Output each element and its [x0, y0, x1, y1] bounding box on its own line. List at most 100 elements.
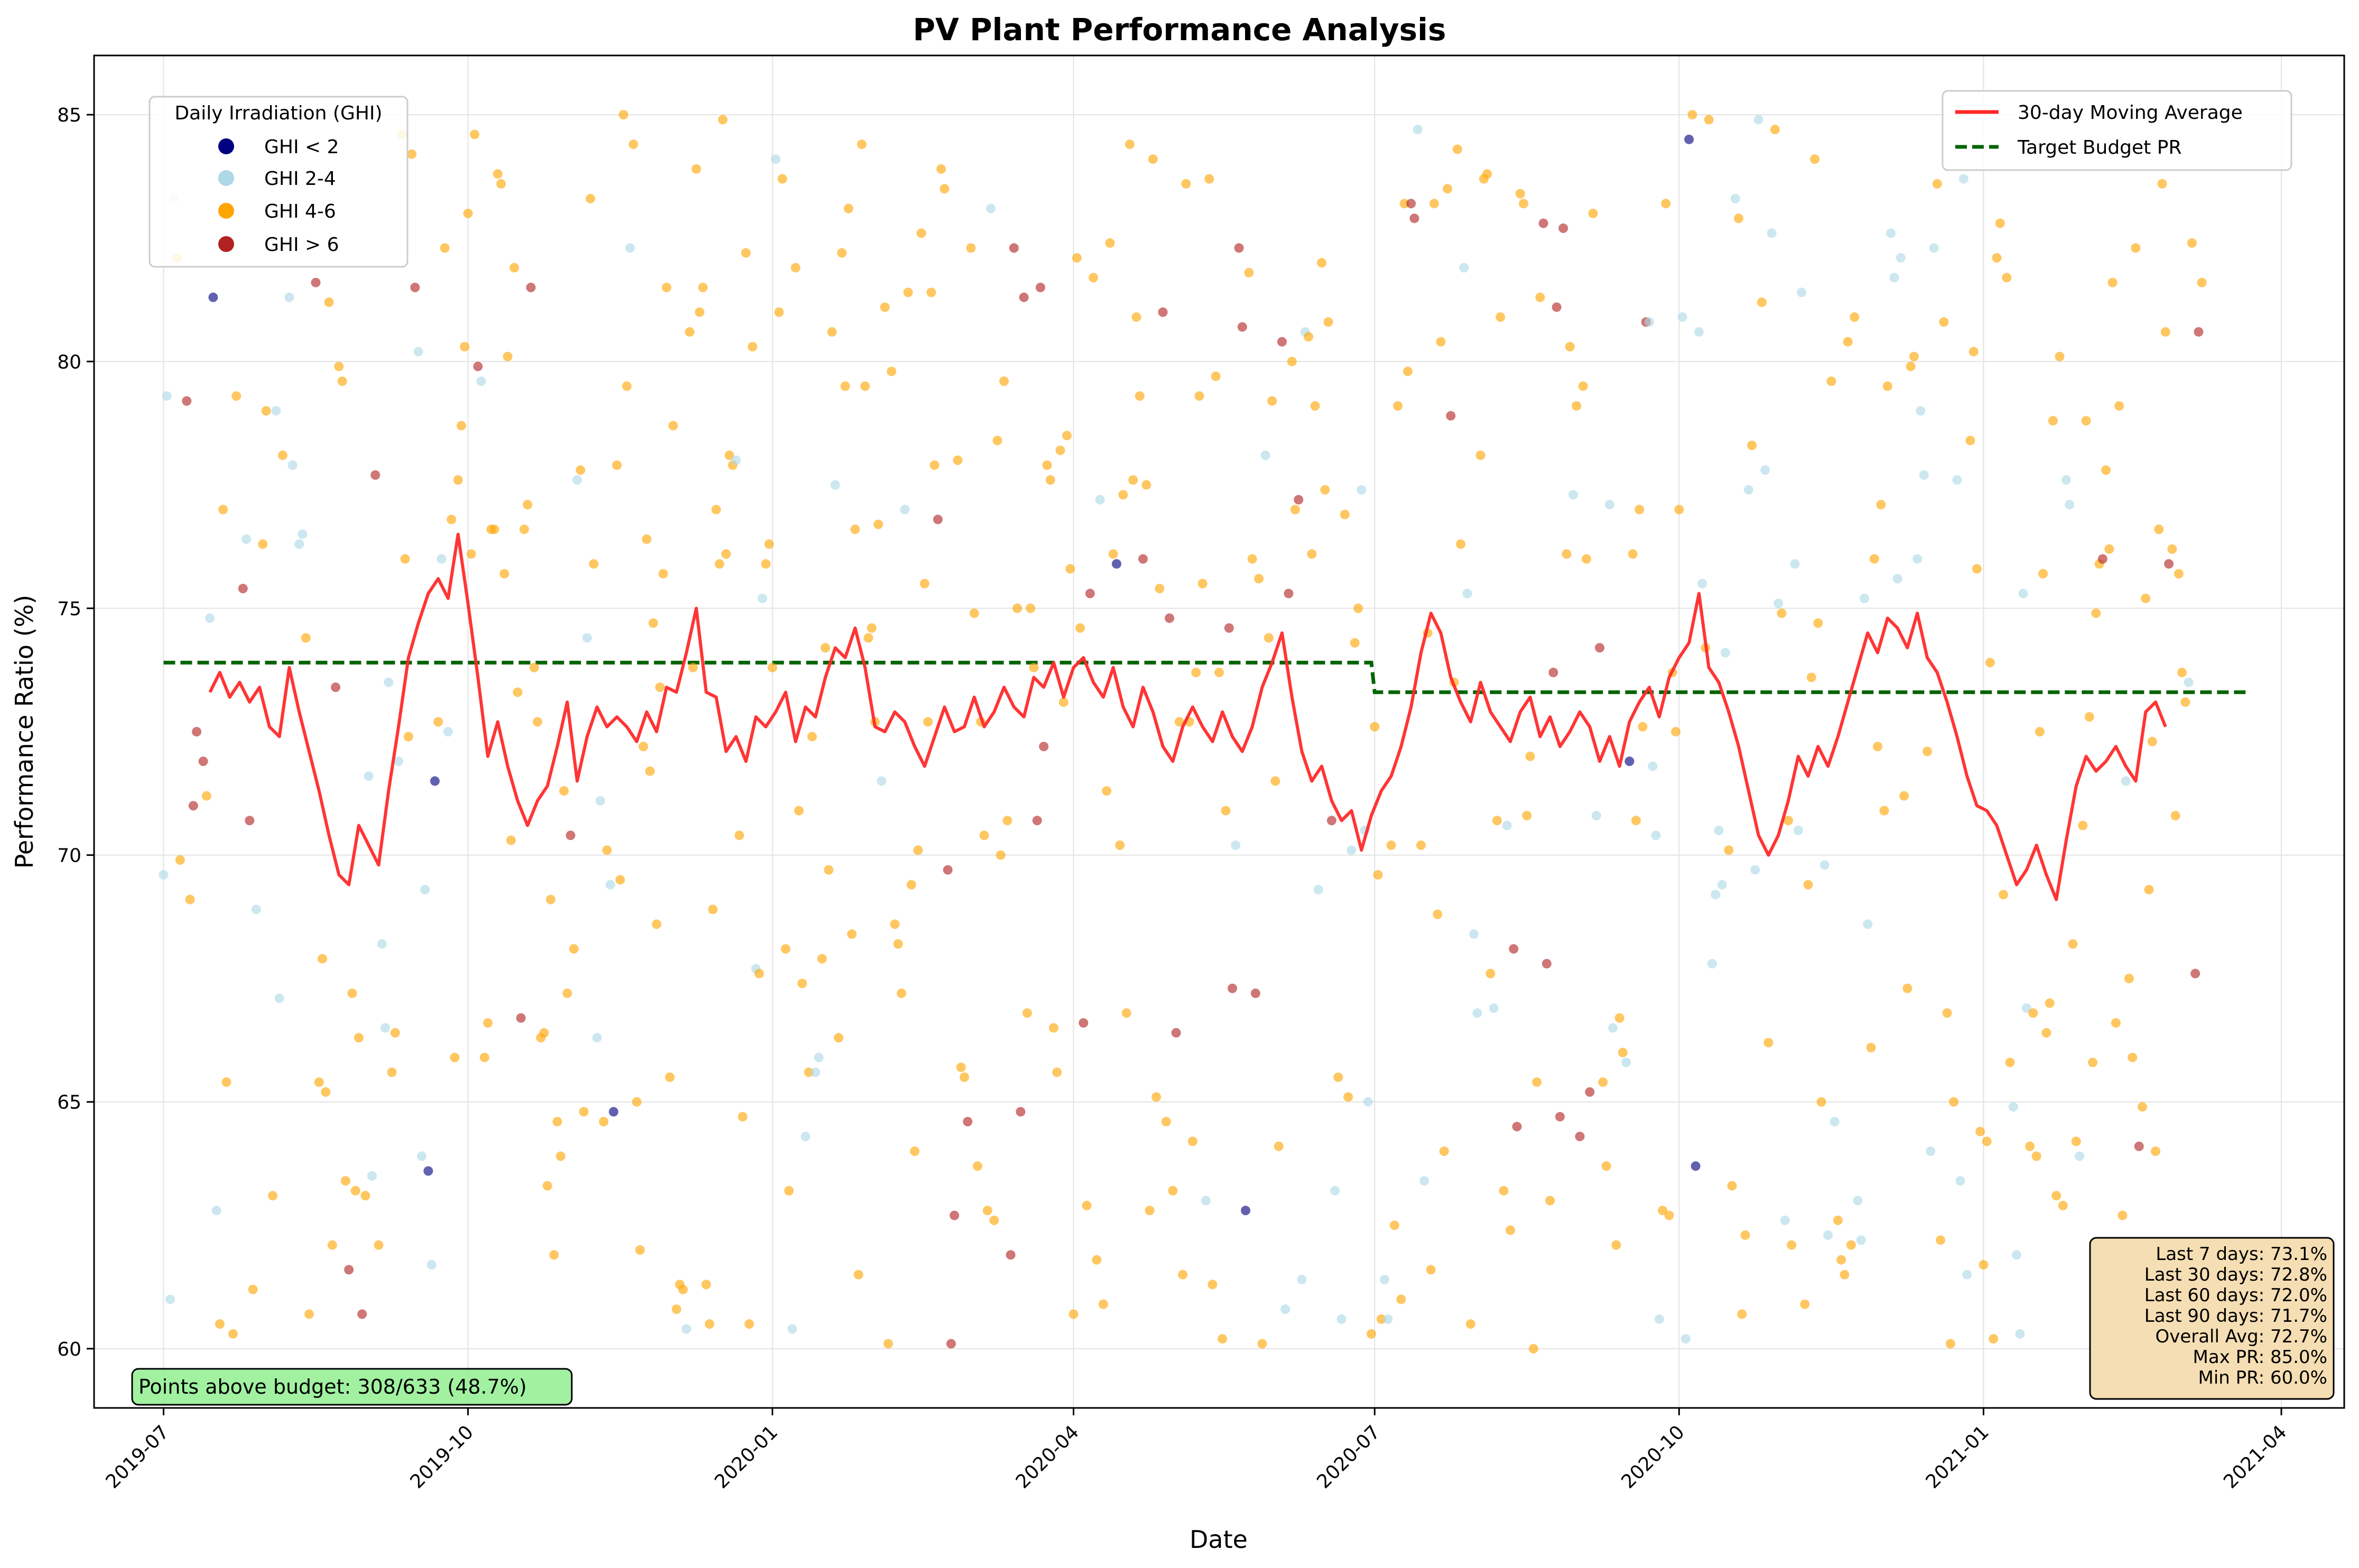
scatter-point-ghi-gt6	[1558, 223, 1568, 234]
stats-line: Overall Avg: 72.7%	[2155, 1326, 2327, 1347]
scatter-point-ghi-2to4	[1419, 1176, 1429, 1186]
scatter-point-ghi-2to4	[1697, 578, 1707, 589]
scatter-point-ghi-4to6	[201, 791, 211, 801]
scatter-point-ghi-4to6	[1267, 396, 1277, 406]
scatter-point-ghi-4to6	[1072, 253, 1082, 263]
scatter-point-ghi-4to6	[360, 1191, 370, 1201]
scatter-point-ghi-4to6	[493, 169, 503, 179]
scatter-point-ghi-4to6	[668, 421, 678, 431]
stats-line: Last 60 days: 72.0%	[2144, 1285, 2327, 1306]
scatter-point-ghi-2to4	[1680, 1334, 1691, 1344]
scatter-point-ghi-gt6	[1409, 213, 1419, 223]
scatter-point-ghi-4to6	[400, 554, 410, 564]
scatter-point-ghi-4to6	[1989, 1334, 1999, 1344]
scatter-point-ghi-4to6	[1320, 485, 1330, 495]
scatter-point-ghi-4to6	[1148, 154, 1158, 164]
scatter-point-ghi-4to6	[688, 662, 698, 673]
scatter-point-ghi-4to6	[863, 633, 874, 643]
scatter-point-ghi-4to6	[774, 307, 784, 317]
scatter-point-ghi-4to6	[1850, 312, 1860, 322]
scatter-point-ghi-4to6	[833, 1033, 843, 1043]
scatter-point-ghi-4to6	[2174, 569, 2184, 579]
scatter-point-ghi-4to6	[1565, 342, 1575, 352]
scatter-point-ghi-2to4	[1721, 648, 1731, 658]
scatter-point-ghi-gt6	[1039, 742, 1049, 752]
scatter-point-ghi-4to6	[618, 110, 628, 120]
scatter-point-ghi-4to6	[1022, 1008, 1032, 1018]
scatter-point-ghi-gt6	[1228, 983, 1238, 993]
scatter-point-ghi-4to6	[665, 1072, 675, 1082]
scatter-point-ghi-4to6	[1221, 806, 1231, 816]
scatter-point-ghi-4to6	[318, 954, 328, 964]
scatter-point-ghi-4to6	[840, 381, 850, 391]
scatter-point-ghi-4to6	[1178, 1270, 1188, 1280]
scatter-point-ghi-2to4	[1604, 500, 1614, 510]
scatter-point-ghi-lt2	[1684, 134, 1694, 144]
scatter-point-ghi-4to6	[2111, 1018, 2121, 1028]
scatter-point-ghi-gt6	[1138, 554, 1148, 564]
scatter-point-ghi-4to6	[2005, 1057, 2015, 1067]
scatter-point-ghi-gt6	[2164, 559, 2174, 569]
scatter-point-ghi-4to6	[2128, 1052, 2138, 1062]
scatter-point-ghi-4to6	[1333, 1072, 1343, 1082]
scatter-point-ghi-2to4	[1962, 1270, 1972, 1280]
scatter-point-ghi-gt6	[1079, 1018, 1089, 1028]
y-tick-label: 85	[57, 105, 81, 126]
scatter-point-ghi-4to6	[1187, 1136, 1197, 1146]
scatter-point-ghi-gt6	[2194, 327, 2204, 337]
scatter-point-ghi-4to6	[1846, 1240, 1856, 1250]
scatter-point-ghi-2to4	[801, 1132, 811, 1142]
scatter-point-ghi-2to4	[2075, 1151, 2085, 1161]
scatter-point-ghi-4to6	[1661, 199, 1671, 209]
scatter-point-ghi-4to6	[1923, 746, 1933, 757]
scatter-point-ghi-4to6	[1800, 1299, 1810, 1309]
scatter-point-ghi-gt6	[1006, 1250, 1016, 1260]
scatter-point-ghi-2to4	[436, 554, 447, 564]
scatter-point-ghi-4to6	[1664, 1210, 1674, 1220]
scatter-point-ghi-2to4	[1711, 890, 1721, 900]
scatter-point-ghi-4to6	[546, 894, 556, 904]
scatter-point-ghi-4to6	[635, 1245, 645, 1255]
scatter-point-ghi-4to6	[539, 1028, 549, 1038]
scatter-point-ghi-gt6	[192, 727, 202, 736]
scatter-point-ghi-4to6	[2048, 416, 2058, 426]
scatter-point-ghi-4to6	[1045, 475, 1055, 485]
scatter-point-ghi-4to6	[1816, 1097, 1826, 1107]
scatter-point-ghi-4to6	[1082, 1200, 1092, 1210]
scatter-point-ghi-4to6	[1813, 618, 1823, 628]
scatter-point-ghi-gt6	[1158, 307, 1168, 317]
scatter-point-ghi-4to6	[1932, 179, 1942, 189]
scatter-point-ghi-4to6	[2058, 1200, 2068, 1210]
scatter-point-ghi-4to6	[1092, 1255, 1102, 1265]
scatter-point-ghi-4to6	[1757, 297, 1767, 307]
scatter-point-ghi-lt2	[1241, 1206, 1251, 1216]
scatter-point-ghi-4to6	[1658, 1206, 1668, 1216]
scatter-point-ghi-4to6	[324, 297, 334, 307]
scatter-point-ghi-2to4	[205, 613, 215, 623]
legend-marker-ghi-lt2	[218, 138, 234, 154]
scatter-point-ghi-lt2	[208, 292, 218, 302]
scatter-point-ghi-4to6	[1942, 1008, 1952, 1018]
scatter-point-ghi-4to6	[748, 342, 758, 352]
scatter-point-ghi-4to6	[628, 139, 638, 150]
scatter-point-ghi-4to6	[1982, 1136, 1992, 1146]
scatter-point-ghi-2to4	[1829, 1117, 1840, 1127]
scatter-point-ghi-4to6	[2197, 277, 2207, 287]
scatter-point-ghi-4to6	[1519, 199, 1529, 209]
scatter-point-ghi-4to6	[261, 406, 271, 416]
scatter-point-ghi-2to4	[1621, 1057, 1631, 1067]
scatter-point-ghi-4to6	[718, 115, 728, 125]
scatter-point-ghi-2to4	[1568, 490, 1578, 500]
scatter-point-ghi-4to6	[1062, 431, 1072, 441]
scatter-point-ghi-2to4	[1313, 884, 1323, 894]
scatter-point-ghi-4to6	[523, 500, 533, 510]
scatter-point-ghi-2to4	[251, 904, 261, 914]
scatter-point-ghi-2to4	[1790, 559, 1800, 569]
scatter-point-ghi-4to6	[645, 766, 655, 776]
scatter-point-ghi-4to6	[463, 208, 473, 218]
scatter-point-ghi-4to6	[602, 845, 612, 855]
scatter-point-ghi-4to6	[622, 381, 632, 391]
scatter-point-ghi-2to4	[1380, 1275, 1390, 1285]
legend-label-ghi-gt6: GHI > 6	[264, 234, 339, 256]
scatter-point-ghi-4to6	[1002, 816, 1013, 826]
